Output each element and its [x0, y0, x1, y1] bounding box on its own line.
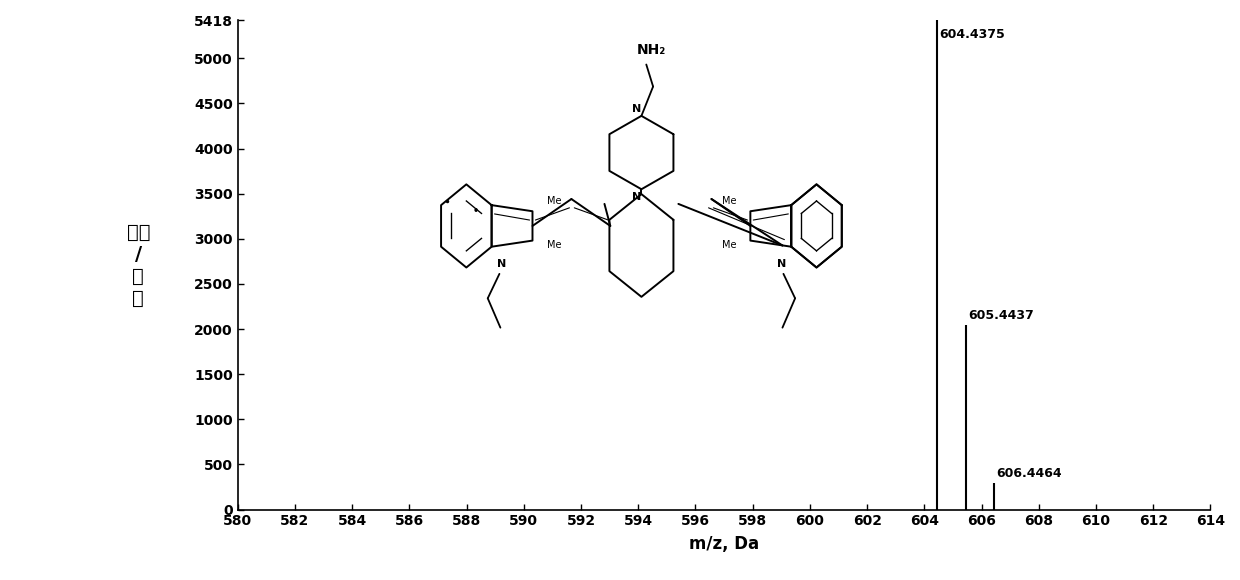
Text: Me: Me	[547, 241, 562, 251]
Text: 604.4375: 604.4375	[939, 28, 1004, 41]
X-axis label: m/z, Da: m/z, Da	[689, 535, 759, 553]
Text: 605.4437: 605.4437	[968, 309, 1034, 322]
Text: N: N	[632, 191, 641, 202]
Text: Me: Me	[722, 241, 737, 251]
Text: Me: Me	[547, 197, 562, 206]
Text: 606.4464: 606.4464	[997, 467, 1063, 480]
Text: NH₂: NH₂	[636, 43, 666, 57]
Text: •: •	[472, 206, 479, 216]
Y-axis label: 强度
/
计
数: 强度 / 计 数	[126, 223, 150, 307]
Text: N: N	[777, 259, 786, 269]
Text: Me: Me	[722, 197, 737, 206]
Text: N: N	[497, 259, 506, 269]
Text: N: N	[632, 104, 641, 114]
